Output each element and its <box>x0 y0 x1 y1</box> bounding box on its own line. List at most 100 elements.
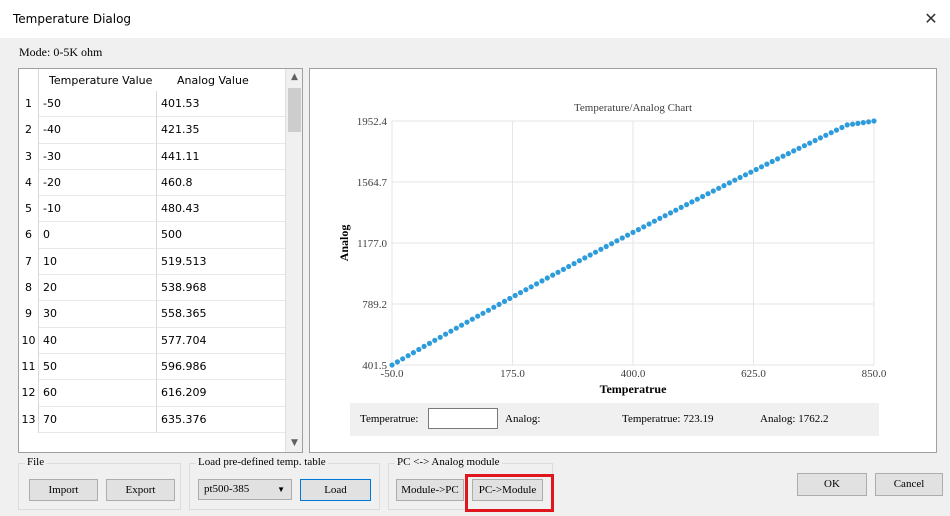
data-point <box>517 290 524 296</box>
table-row[interactable]: 11 50 596.986 <box>19 353 286 381</box>
window-title: Temperature Dialog <box>13 12 132 26</box>
scroll-thumb[interactable] <box>288 88 301 132</box>
data-point <box>523 287 529 293</box>
table-row[interactable]: 8 20 538.968 <box>19 275 286 302</box>
data-point <box>667 210 674 216</box>
analog-cell[interactable]: 616.209 <box>157 380 286 407</box>
data-point <box>576 258 582 264</box>
temperature-cell[interactable]: -40 <box>39 117 157 144</box>
temperature-cell[interactable]: 50 <box>39 353 157 381</box>
temperature-cell[interactable]: -10 <box>39 196 157 223</box>
data-point <box>421 343 427 349</box>
data-point <box>753 166 759 173</box>
temperature-cell[interactable]: 0 <box>39 222 157 249</box>
x-tick-label: 850.0 <box>862 368 887 380</box>
column-header-analog[interactable]: Analog Value <box>177 74 249 87</box>
table-scrollbar[interactable]: ▲ ▼ <box>285 69 302 452</box>
load-button[interactable]: Load <box>300 479 371 501</box>
analog-cell[interactable]: 538.968 <box>157 275 286 302</box>
data-point <box>764 161 770 167</box>
column-header-temperature[interactable]: Temperature Value <box>49 74 153 87</box>
scroll-up-icon[interactable]: ▲ <box>291 72 298 82</box>
temperature-cell[interactable]: -20 <box>39 169 157 197</box>
data-point <box>475 313 481 319</box>
data-point <box>394 359 400 365</box>
data-point <box>866 119 872 125</box>
temp-table-select[interactable]: pt500-385 ▼ <box>198 479 292 500</box>
data-point <box>587 252 593 258</box>
analog-cell[interactable]: 401.53 <box>157 91 286 118</box>
row-number: 10 <box>19 327 39 354</box>
data-point <box>657 215 663 221</box>
table-row[interactable]: 7 10 519.513 <box>19 248 286 276</box>
table-row[interactable]: 6 0 500 <box>19 222 286 249</box>
table-row[interactable]: 12 60 616.209 <box>19 380 286 407</box>
cancel-button[interactable]: Cancel <box>875 473 943 496</box>
data-point <box>625 232 631 238</box>
close-icon[interactable]: ✕ <box>924 9 938 28</box>
table-row[interactable]: 1 -50 401.53 <box>19 91 286 118</box>
temperature-cell[interactable]: 30 <box>39 301 157 328</box>
analog-cell[interactable]: 519.513 <box>157 248 286 276</box>
data-point <box>807 140 813 146</box>
temperature-cell[interactable]: 10 <box>39 248 157 276</box>
data-point <box>662 213 668 219</box>
data-point <box>823 132 829 138</box>
table-row[interactable]: 5 -10 480.43 <box>19 196 286 223</box>
analog-cell[interactable]: 558.365 <box>157 301 286 328</box>
data-point <box>769 158 775 165</box>
row-number: 12 <box>19 380 39 407</box>
row-number: 4 <box>19 169 39 197</box>
table-row[interactable]: 3 -30 441.11 <box>19 143 286 170</box>
row-number: 2 <box>19 117 39 144</box>
analog-cell[interactable]: 421.35 <box>157 117 286 144</box>
scroll-down-icon[interactable]: ▼ <box>291 438 298 448</box>
import-button[interactable]: Import <box>29 479 98 501</box>
load-group: Load pre-defined temp. table pt500-385 ▼… <box>189 456 380 510</box>
data-point <box>785 151 791 157</box>
data-point <box>705 191 711 197</box>
analog-cell[interactable]: 635.376 <box>157 406 286 433</box>
analog-cell[interactable]: 500 <box>157 222 286 249</box>
data-point <box>539 278 545 284</box>
table-row[interactable]: 10 40 577.704 <box>19 327 286 354</box>
data-point <box>850 121 856 127</box>
data-point <box>491 304 497 310</box>
data-point <box>405 353 411 359</box>
data-point <box>635 227 641 233</box>
table-row[interactable]: 9 30 558.365 <box>19 301 286 328</box>
export-button[interactable]: Export <box>106 479 175 501</box>
temperature-cell[interactable]: -50 <box>39 91 157 118</box>
table-row[interactable]: 13 70 635.376 <box>19 406 286 433</box>
module-to-pc-button[interactable]: Module->PC <box>396 479 464 501</box>
ok-button[interactable]: OK <box>797 473 867 496</box>
readout-temp-input[interactable] <box>428 408 498 429</box>
temperature-cell[interactable]: 60 <box>39 380 157 407</box>
data-point <box>694 196 700 202</box>
temperature-table[interactable]: Temperature Value Analog Value 1 -50 401.5… <box>18 68 303 453</box>
temperature-cell[interactable]: 20 <box>39 275 157 302</box>
mode-label: Mode: 0-5K ohm <box>19 45 103 59</box>
chart-panel: -50.0 175.0 400.0 625.0 850.0 401.5 789.2 1177.… <box>309 68 937 453</box>
data-point <box>448 328 454 334</box>
data-point <box>780 153 786 159</box>
data-point <box>844 122 850 128</box>
table-row[interactable]: 4 -20 460.8 <box>19 169 286 197</box>
data-point <box>732 177 738 183</box>
readout-temp-value: Temperatrue: 723.19 <box>622 413 714 425</box>
temperature-cell[interactable]: -30 <box>39 143 157 170</box>
analog-cell[interactable]: 596.986 <box>157 353 286 381</box>
data-point <box>678 204 684 210</box>
temperature-cell[interactable]: 70 <box>39 406 157 433</box>
analog-cell[interactable]: 577.704 <box>157 327 286 354</box>
y-tick-label: 1564.7 <box>357 177 388 189</box>
table-row[interactable]: 2 -40 421.35 <box>19 117 286 144</box>
analog-cell[interactable]: 441.11 <box>157 143 286 170</box>
data-point <box>721 183 727 189</box>
x-axis-label: Temperatrue <box>600 382 668 396</box>
analog-cell[interactable]: 480.43 <box>157 196 286 223</box>
temperature-cell[interactable]: 40 <box>39 327 157 354</box>
pc-to-module-button[interactable]: PC->Module <box>472 479 543 501</box>
data-point <box>410 350 416 356</box>
analog-cell[interactable]: 460.8 <box>157 169 286 197</box>
